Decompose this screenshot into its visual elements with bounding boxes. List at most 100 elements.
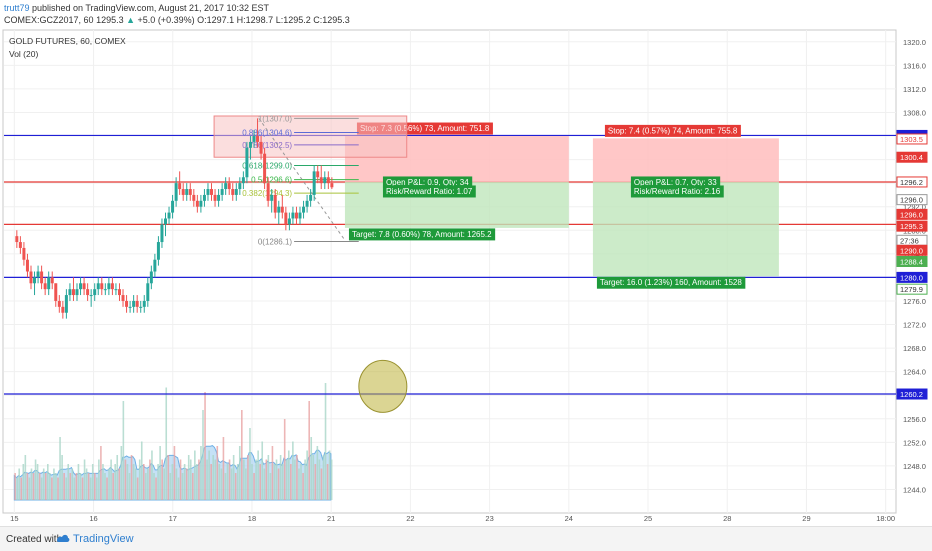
price-tag-label: 1300.4 [900, 153, 923, 162]
volume-bar [316, 446, 319, 500]
tradingview-brand[interactable]: TradingView [73, 533, 134, 545]
candle-body [61, 306, 65, 313]
candle-body [121, 295, 125, 301]
volume-bar [177, 477, 180, 500]
volume-bar [134, 468, 137, 500]
volume-bar [114, 464, 116, 500]
volume-bar [249, 428, 251, 500]
volume-bar [216, 446, 219, 500]
candle-body [43, 283, 47, 290]
ohlc-low: L:1295.2 [275, 15, 311, 25]
price-tag [896, 283, 928, 295]
volume-bar [108, 468, 110, 500]
candle-body [40, 271, 44, 284]
volume-bar [277, 468, 280, 500]
volume-bar [128, 473, 131, 500]
volume-bar [263, 468, 266, 500]
symbol-line: COMEX:GCZ2017, 60 1295.3 ▲ +5.0 (+0.39%)… [4, 15, 350, 25]
volume-bar [251, 464, 253, 500]
price-tag-label: 1279.9 [900, 285, 923, 294]
y-tick-label: 1312.0 [903, 85, 926, 94]
footer-bar: Created with TradingView [0, 526, 932, 551]
candle-body [294, 212, 298, 219]
volume-bar [312, 455, 315, 500]
volume-bar [261, 441, 264, 500]
volume-bar [38, 473, 41, 500]
symbol-label: COMEX:GCZ2017, 60 [4, 15, 94, 25]
candle-body [259, 141, 263, 154]
volume-bar [120, 446, 123, 500]
candle-body [280, 206, 284, 213]
candle-body [298, 212, 302, 219]
volume-bar [40, 477, 43, 500]
volume-bar [187, 455, 190, 500]
candle-body [125, 300, 129, 307]
candle-body [210, 189, 214, 195]
price-tag-label: 1295.3 [900, 222, 923, 231]
volume-bar [324, 383, 327, 500]
volume-bar [49, 473, 51, 500]
volume-bar [36, 464, 39, 500]
volume-bar [326, 464, 329, 500]
candle-body [238, 183, 242, 190]
volume-bar [181, 473, 184, 500]
volume-bar [71, 468, 74, 500]
fib-retracement: 1(1307.0) 0.886(1304.6) 0.786(1302.5) 0.618… [213, 114, 408, 246]
candle-body [163, 218, 167, 225]
price-chart[interactable]: Stop: 7.3 (0.56%) 73, Amount: 751.8 Targe… [0, 0, 932, 526]
candle-body [326, 177, 330, 184]
candle-body [57, 300, 61, 307]
volume-bar [159, 446, 161, 500]
volume-bar [238, 446, 241, 500]
volume-bar [96, 477, 98, 500]
volume-bar [287, 450, 290, 500]
volume-bar [318, 459, 321, 500]
candle-body [284, 212, 288, 225]
candle-body [153, 259, 157, 272]
volume-bar [53, 468, 55, 500]
volume-bar [81, 477, 84, 500]
candle-body [217, 194, 221, 201]
volume-bar [224, 473, 227, 500]
volume-bar [198, 459, 200, 500]
price-change: +5.0 (+0.39%) [137, 15, 195, 25]
volume-bar [28, 477, 31, 500]
fib-trend-line [258, 118, 346, 241]
x-tick-label: 21 [327, 514, 335, 523]
publish-info: trutt79 published on TradingView.com, Au… [4, 3, 269, 13]
target-label: Target: 16.0 (1.23%) 160, Amount: 1528 [600, 278, 742, 287]
candle-body [18, 242, 22, 248]
volume-bar [253, 473, 255, 500]
price-tag [896, 208, 928, 220]
open-pl-label: Open P&L: 0.7, Qty: 33 [634, 178, 717, 187]
candle-body [213, 194, 217, 201]
price-tag-label: 1296.0 [900, 210, 923, 219]
candle-body [188, 189, 192, 195]
candle-body [79, 283, 83, 290]
fib-level-label: 0.886(1304.6) [242, 128, 292, 137]
volume-bar [102, 464, 104, 500]
volume-bar [77, 464, 80, 500]
volume-bar [130, 455, 133, 500]
stop-label: Stop: 7.3 (0.56%) 73, Amount: 751.8 [360, 124, 490, 133]
ellipse-shape [358, 359, 408, 413]
volume-bar [106, 477, 108, 500]
candle-body [192, 194, 196, 201]
y-tick-label: 1252.0 [903, 438, 926, 447]
label-background [348, 228, 496, 241]
volume-bar [206, 459, 208, 500]
created-with-label: Created with [6, 534, 63, 545]
candle-body [117, 289, 121, 296]
y-tick-label: 1264.0 [903, 368, 926, 377]
volume-bar [208, 450, 210, 500]
candle-body [54, 283, 58, 301]
candle-body [273, 194, 277, 213]
label-background [382, 185, 476, 198]
author-link[interactable]: trutt79 [4, 3, 30, 13]
candle-body [224, 183, 228, 190]
ohlc-open: O:1297.1 [197, 15, 235, 25]
price-tag [896, 176, 928, 188]
volume-bar [310, 437, 313, 500]
volume-bar [44, 473, 47, 500]
volume-bar [285, 459, 288, 500]
